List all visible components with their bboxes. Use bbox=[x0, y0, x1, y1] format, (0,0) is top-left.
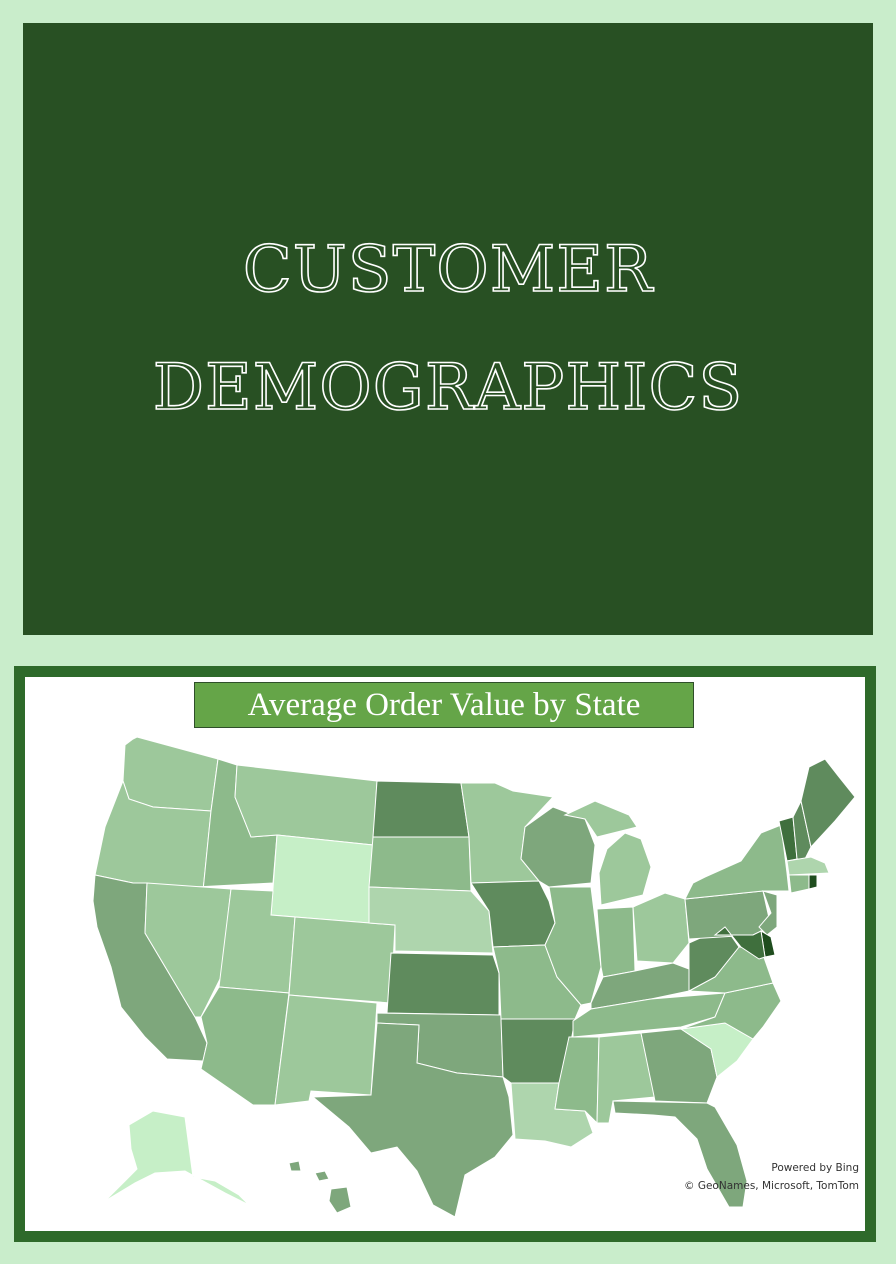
state-massachusetts[interactable] bbox=[786, 856, 830, 876]
state-maryland[interactable] bbox=[713, 926, 766, 960]
bing-credit: Powered by Bing bbox=[771, 1162, 859, 1174]
state-ohio[interactable] bbox=[632, 892, 690, 964]
state-northcarolina[interactable] bbox=[680, 982, 782, 1040]
state-florida[interactable] bbox=[612, 1100, 748, 1208]
state-rhodeisland[interactable] bbox=[808, 874, 818, 890]
state-wisconsin[interactable] bbox=[520, 806, 596, 888]
state-alaska[interactable] bbox=[104, 1110, 250, 1206]
state-wyoming[interactable] bbox=[270, 834, 374, 924]
state-northdakota[interactable] bbox=[372, 780, 470, 838]
state-newhampshire[interactable] bbox=[792, 799, 812, 860]
state-kansas[interactable] bbox=[386, 952, 500, 1016]
title-banner: CUSTOMER DEMOGRAPHICS bbox=[23, 23, 873, 635]
state-texas[interactable] bbox=[311, 1022, 514, 1218]
state-newmexico[interactable] bbox=[274, 994, 378, 1106]
state-colorado[interactable] bbox=[288, 916, 396, 1004]
title-line-2: DEMOGRAPHICS bbox=[152, 350, 744, 426]
state-maine[interactable] bbox=[800, 758, 856, 849]
state-washington[interactable] bbox=[122, 736, 219, 812]
title-line-1: CUSTOMER bbox=[242, 232, 654, 308]
state-nebraska[interactable] bbox=[368, 886, 494, 954]
map-canvas[interactable]: Average Order Value by State bbox=[25, 677, 865, 1231]
map-panel: Average Order Value by State Powered by … bbox=[14, 666, 876, 1242]
map-title: Average Order Value by State bbox=[194, 682, 694, 728]
us-choropleth-map bbox=[92, 736, 856, 1218]
state-michigan-up[interactable] bbox=[563, 800, 638, 838]
state-illinois[interactable] bbox=[544, 886, 602, 1006]
state-indiana[interactable] bbox=[596, 906, 636, 978]
state-southdakota[interactable] bbox=[368, 836, 472, 892]
state-hawaii[interactable] bbox=[288, 1160, 352, 1214]
state-michigan[interactable] bbox=[598, 832, 652, 906]
state-arizona[interactable] bbox=[200, 986, 290, 1106]
state-newyork[interactable] bbox=[684, 824, 790, 900]
state-montana[interactable] bbox=[234, 764, 378, 846]
state-connecticut[interactable] bbox=[788, 874, 810, 894]
map-copyright[interactable]: © GeoNames, Microsoft, TomTom bbox=[683, 1180, 859, 1192]
